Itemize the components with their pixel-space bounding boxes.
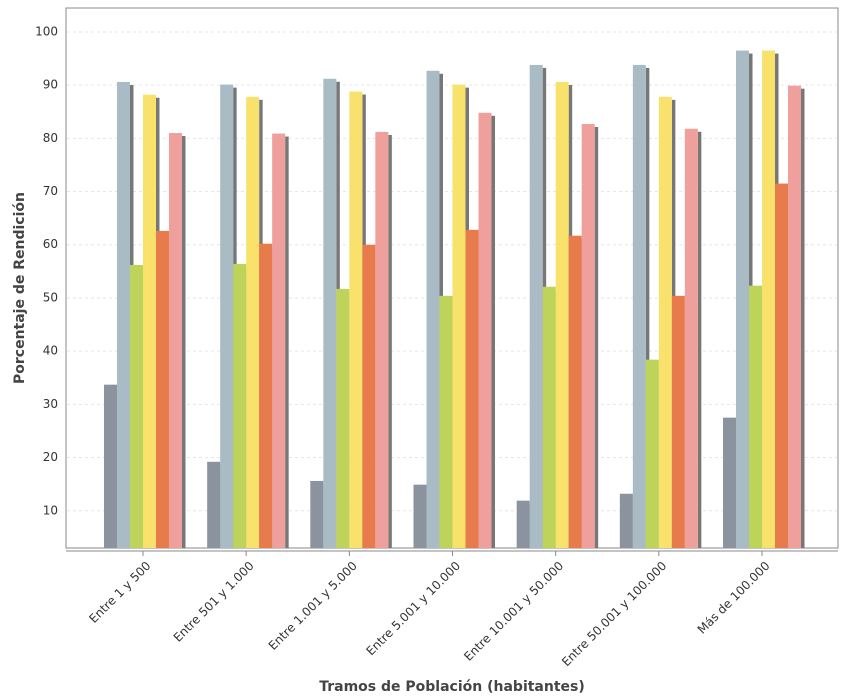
bar: [375, 131, 389, 549]
bar: [762, 50, 776, 548]
bar-shadow: [801, 88, 805, 549]
bar: [684, 128, 698, 548]
bar: [645, 359, 659, 548]
x-tick-label: Entre 50.001 y 100.000: [559, 559, 669, 669]
bar: [168, 133, 182, 548]
bar: [452, 84, 466, 548]
y-tick-label: 30: [43, 397, 58, 411]
bar: [323, 78, 337, 549]
bar: [439, 295, 453, 548]
y-tick-label: 90: [43, 78, 58, 92]
bar-shadow: [388, 134, 392, 549]
bar: [272, 133, 286, 549]
bar: [349, 91, 363, 548]
bar: [568, 235, 582, 548]
bar-shadow: [285, 136, 289, 549]
bar: [555, 81, 569, 548]
y-tick-label: 100: [35, 24, 58, 38]
bar: [736, 50, 750, 548]
bar: [775, 183, 789, 548]
bar: [336, 288, 350, 548]
x-tick-label: Entre 501 y 1.000: [171, 559, 257, 645]
bar: [723, 417, 737, 548]
bar-shadow: [594, 126, 599, 549]
bar: [749, 285, 763, 548]
bar: [529, 64, 543, 548]
bar: [310, 480, 324, 548]
x-tick-label: Entre 1 y 500: [86, 559, 153, 626]
bar: [478, 112, 492, 548]
y-tick-label: 70: [43, 184, 58, 198]
bar: [619, 493, 633, 548]
x-tick-label: Entre 5.001 y 10.000: [364, 559, 464, 659]
bar: [362, 244, 376, 548]
bar: [259, 243, 273, 548]
bar: [542, 286, 556, 548]
x-tick-label: Entre 1.001 y 5.000: [266, 559, 360, 653]
bar: [103, 384, 117, 548]
bar: [465, 229, 479, 548]
bar: [129, 264, 143, 548]
y-tick-label: 80: [43, 131, 58, 145]
bar: [246, 96, 260, 548]
x-tick-label: Más de 100.000: [695, 559, 773, 637]
x-axis-title: Tramos de Población (habitantes): [319, 679, 585, 695]
bar: [632, 64, 646, 548]
bar: [671, 295, 685, 548]
bar: [581, 123, 595, 549]
bar: [516, 500, 530, 548]
bar: [658, 96, 672, 548]
bar: [413, 484, 427, 548]
y-axis-title: Porcentaje de Rendición: [12, 192, 28, 384]
bar: [233, 263, 247, 548]
x-tick-label: Entre 10.001 y 50.000: [461, 559, 566, 664]
bar-shadow: [181, 136, 186, 548]
bar: [788, 85, 802, 549]
bar: [155, 230, 169, 548]
bar: [207, 461, 221, 548]
bar-shadow: [645, 67, 650, 548]
bar: [142, 94, 156, 549]
bar: [426, 70, 440, 549]
y-tick-label: 40: [43, 344, 58, 358]
y-tick-label: 10: [43, 503, 58, 517]
y-tick-label: 60: [43, 237, 58, 251]
bar: [116, 81, 130, 548]
y-tick-label: 50: [43, 290, 58, 304]
bar-shadow: [697, 131, 702, 548]
bar-shadow: [491, 115, 495, 548]
y-tick-label: 20: [43, 450, 58, 464]
bar: [220, 84, 234, 548]
